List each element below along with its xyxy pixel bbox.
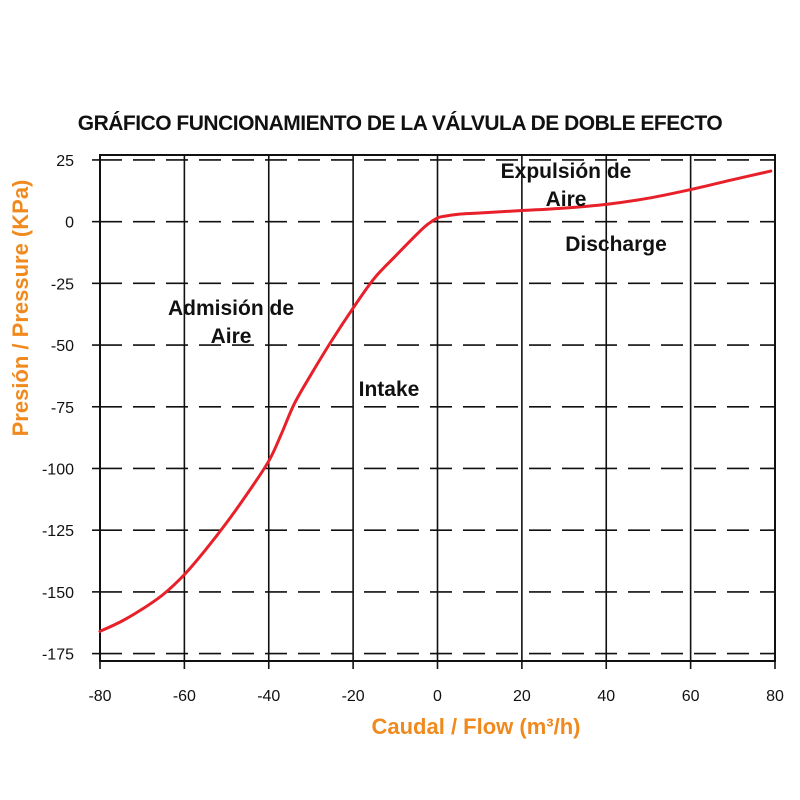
y-tick-label: -50 [51,338,74,355]
x-tick-label: 20 [513,688,531,705]
y-tick-label: 0 [65,215,74,232]
annotation-intake-es-line1: Admisión de [168,297,294,320]
y-tick-label: 25 [56,153,74,170]
x-tick-label: 0 [433,688,442,705]
annotation-discharge-es-line1: Expulsión de [501,160,632,183]
chart-title: GRÁFICO FUNCIONAMIENTO DE LA VÁLVULA DE … [77,112,723,135]
x-tick-label: 40 [597,688,615,705]
y-axis-label: Presión / Pressure (KPa) [8,180,33,437]
x-tick-label: 60 [682,688,700,705]
annotation-discharge-en: Discharge [565,233,667,256]
x-tick-label: -20 [342,688,365,705]
x-tick-label: -40 [257,688,280,705]
y-tick-label: -125 [42,523,74,540]
y-tick-label: -175 [42,647,74,664]
x-tick-label: -60 [173,688,196,705]
y-tick-label: -25 [51,276,74,293]
x-axis-label: Caudal / Flow (m³/h) [372,714,581,739]
y-tick-label: -100 [42,461,74,478]
pressure-flow-curve [98,169,773,633]
y-tick-label: -150 [42,585,74,602]
x-tick-label: 80 [766,688,784,705]
y-tick-label: -75 [51,400,74,417]
annotation-intake-es-line2: Aire [211,325,252,348]
annotation-intake-en: Intake [359,378,420,401]
x-tick-label: -80 [88,688,111,705]
annotation-discharge-es-line2: Aire [546,188,587,211]
